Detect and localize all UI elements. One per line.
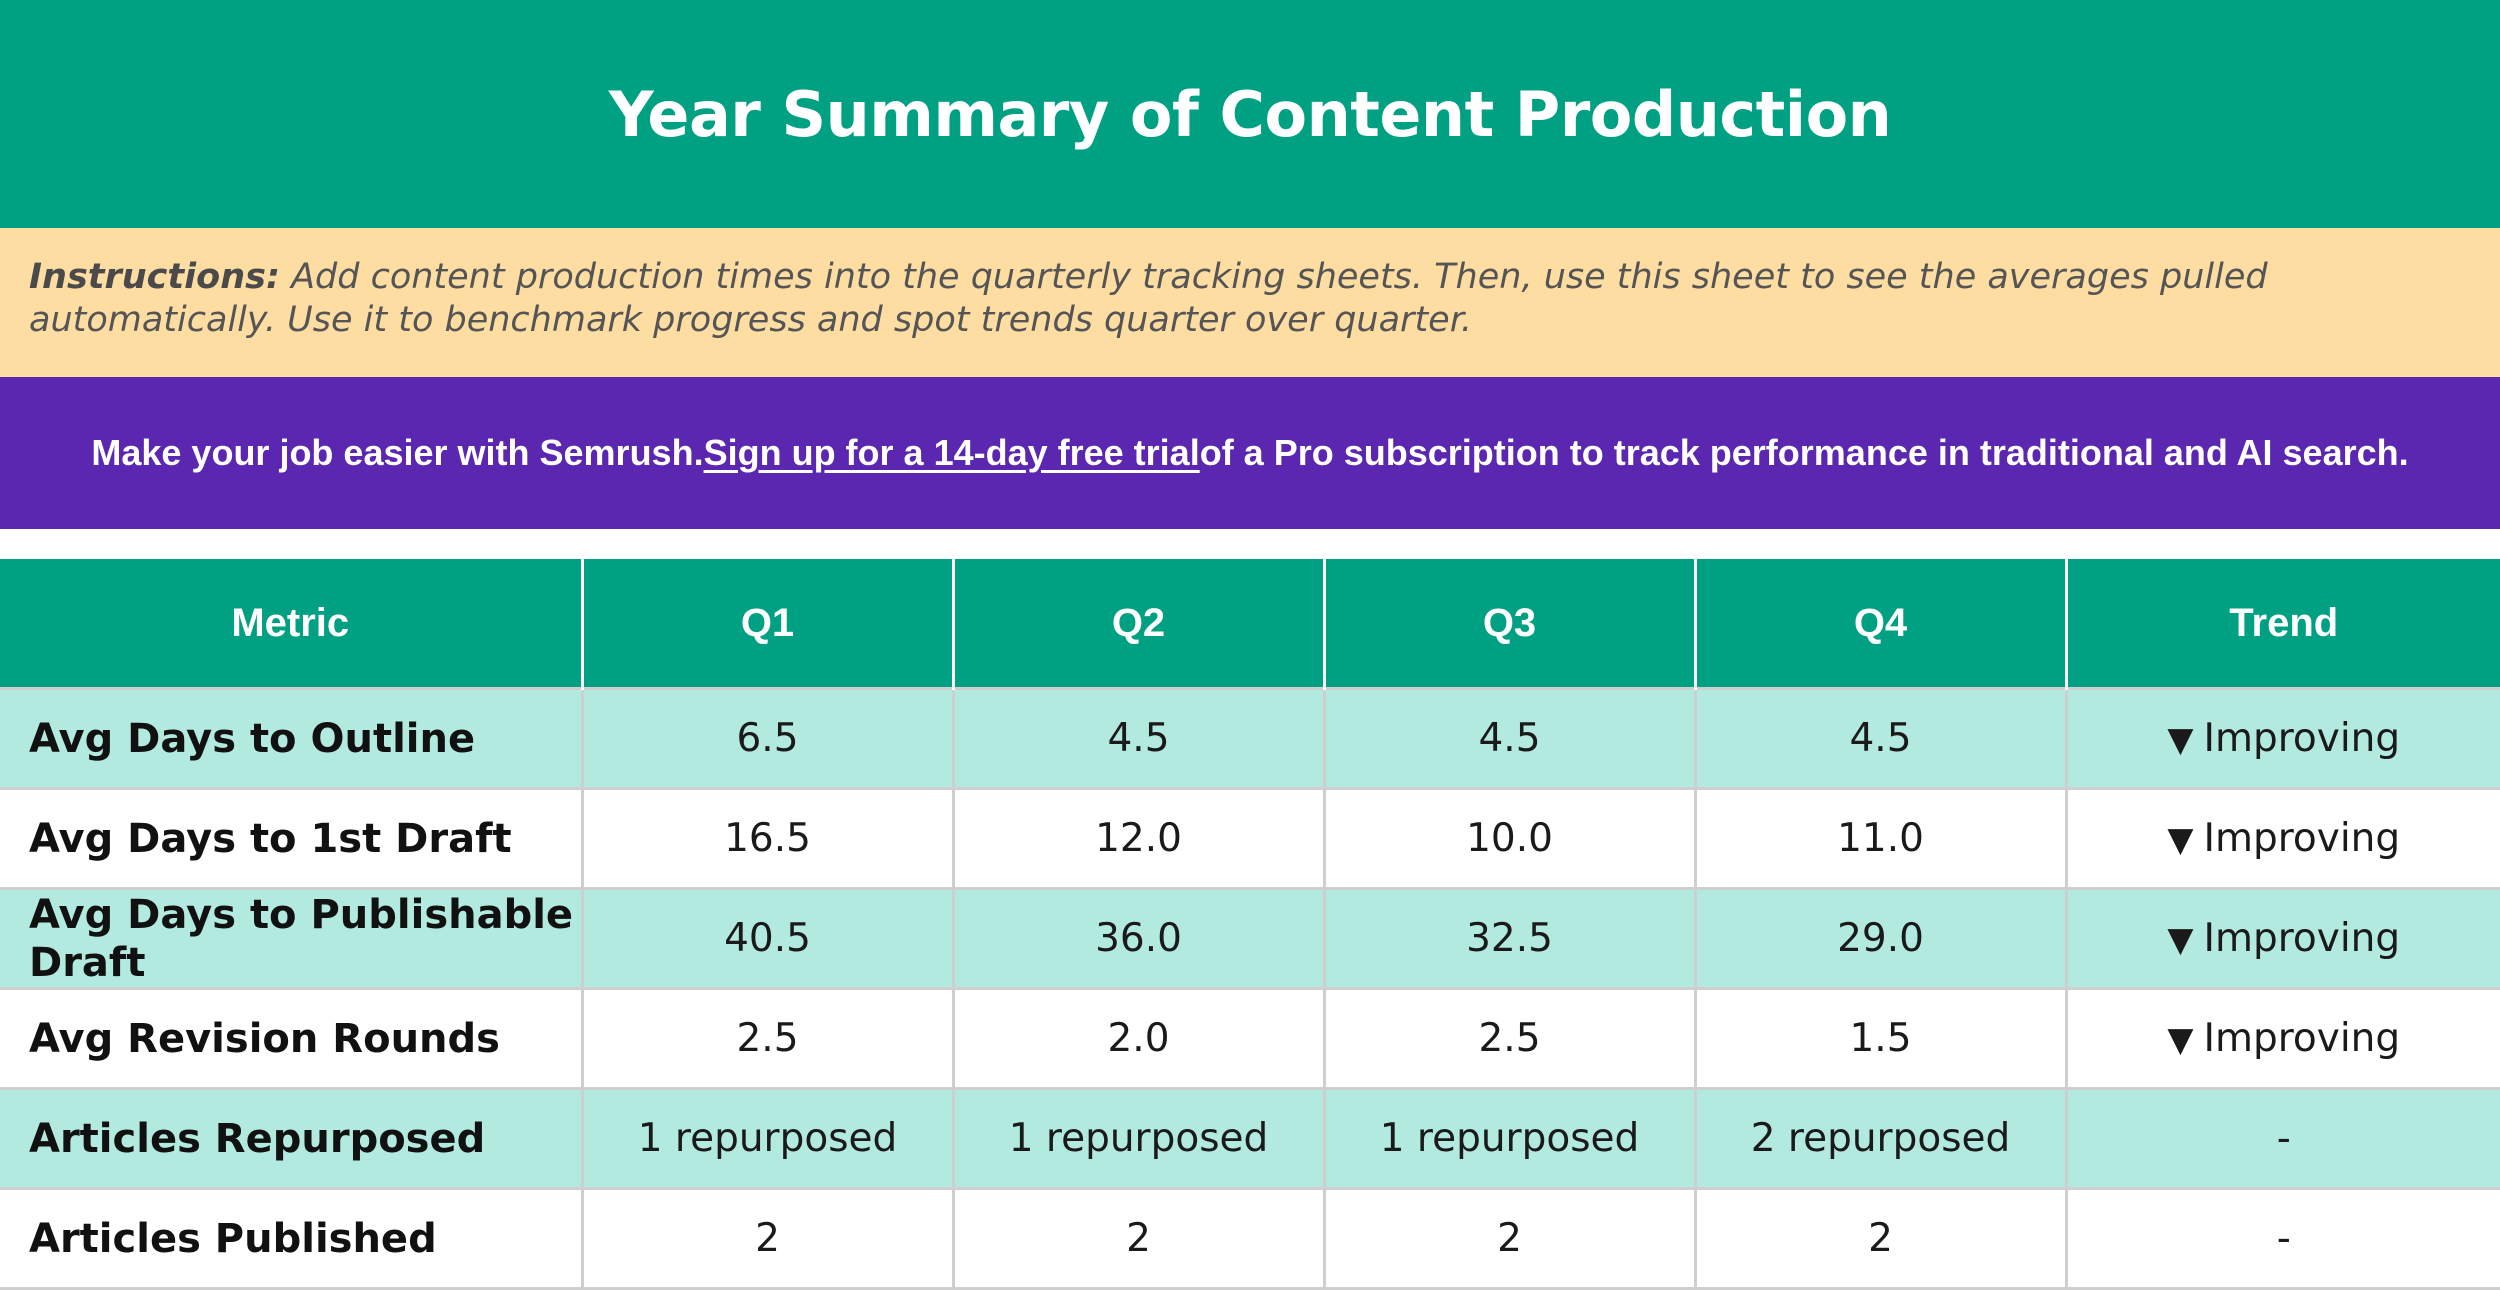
down-triangle-icon: ▼ — [2167, 720, 2194, 760]
q3-cell: 2.5 — [1322, 987, 1697, 1090]
q4-cell: 4.5 — [1693, 687, 2068, 790]
table-row: Articles Repurposed 1 repurposed 1 repur… — [0, 1087, 2500, 1190]
q1-cell: 40.5 — [580, 887, 955, 990]
trend-label: Improving — [2203, 716, 2401, 761]
header-q3: Q3 — [1322, 559, 1697, 689]
header-q1: Q1 — [580, 559, 955, 689]
instructions-lead: Instructions: — [29, 257, 280, 297]
metric-cell: Avg Days to Outline — [0, 687, 584, 790]
summary-table: Metric Q1 Q2 Q3 Q4 Trend Avg Days to Out… — [0, 559, 2500, 1290]
q4-cell: 11.0 — [1693, 787, 2068, 890]
trend-cell: - — [2064, 1187, 2500, 1290]
trend-label: - — [2276, 1116, 2291, 1161]
metric-cell: Articles Published — [0, 1187, 584, 1290]
q1-cell: 1 repurposed — [580, 1087, 955, 1190]
metric-cell: Avg Days to Publishable Draft — [0, 887, 584, 990]
header-trend: Trend — [2064, 559, 2500, 689]
q2-cell: 36.0 — [951, 887, 1326, 990]
header-metric: Metric — [0, 559, 584, 689]
trend-cell: ▼ Improving — [2064, 887, 2500, 990]
trend-label: - — [2276, 1216, 2291, 1261]
instructions-banner: Instructions: Add content production tim… — [0, 228, 2500, 377]
trend-label: Improving — [2203, 816, 2401, 861]
metric-cell: Avg Revision Rounds — [0, 987, 584, 1090]
q1-cell: 2 — [580, 1187, 955, 1290]
page-title: Year Summary of Content Production — [608, 77, 1892, 151]
q4-cell: 2 — [1693, 1187, 2068, 1290]
q2-cell: 2.0 — [951, 987, 1326, 1090]
table-row: Avg Days to Outline 6.5 4.5 4.5 4.5 ▼ Imp… — [0, 687, 2500, 790]
trend-cell: - — [2064, 1087, 2500, 1190]
table-row: Avg Days to 1st Draft 16.5 12.0 10.0 11.… — [0, 787, 2500, 890]
table-row: Articles Published 2 2 2 2 - — [0, 1187, 2500, 1290]
promo-text-before: Make your job easier with Semrush. — [91, 432, 704, 473]
trend-label: Improving — [2203, 916, 2401, 961]
free-trial-link[interactable]: Sign up for a 14-day free trial — [703, 432, 1200, 473]
q2-cell: 4.5 — [951, 687, 1326, 790]
header-q4: Q4 — [1693, 559, 2068, 689]
q3-cell: 2 — [1322, 1187, 1697, 1290]
header-q2: Q2 — [951, 559, 1326, 689]
q3-cell: 4.5 — [1322, 687, 1697, 790]
q4-cell: 29.0 — [1693, 887, 2068, 990]
q4-cell: 1.5 — [1693, 987, 2068, 1090]
promo-banner: Make your job easier with Semrush. Sign … — [0, 377, 2500, 529]
trend-label: Improving — [2203, 1016, 2401, 1061]
table-row: Avg Days to Publishable Draft 40.5 36.0 … — [0, 887, 2500, 990]
down-triangle-icon: ▼ — [2167, 820, 2194, 860]
q4-cell: 2 repurposed — [1693, 1087, 2068, 1190]
q1-cell: 2.5 — [580, 987, 955, 1090]
down-triangle-icon: ▼ — [2167, 920, 2194, 960]
trend-cell: ▼ Improving — [2064, 987, 2500, 1090]
q2-cell: 12.0 — [951, 787, 1326, 890]
trend-cell: ▼ Improving — [2064, 787, 2500, 890]
q1-cell: 16.5 — [580, 787, 955, 890]
q3-cell: 10.0 — [1322, 787, 1697, 890]
q3-cell: 32.5 — [1322, 887, 1697, 990]
table-header-row: Metric Q1 Q2 Q3 Q4 Trend — [0, 559, 2500, 689]
instructions-text: Add content production times into the qu… — [29, 257, 2268, 340]
promo-text-after: of a Pro subscription to track performan… — [1199, 432, 2409, 473]
q2-cell: 1 repurposed — [951, 1087, 1326, 1190]
q1-cell: 6.5 — [580, 687, 955, 790]
table-row: Avg Revision Rounds 2.5 2.0 2.5 1.5 ▼ Imp… — [0, 987, 2500, 1090]
metric-cell: Avg Days to 1st Draft — [0, 787, 584, 890]
q3-cell: 1 repurposed — [1322, 1087, 1697, 1190]
metric-cell: Articles Repurposed — [0, 1087, 584, 1190]
q2-cell: 2 — [951, 1187, 1326, 1290]
title-bar: Year Summary of Content Production — [0, 0, 2500, 228]
down-triangle-icon: ▼ — [2167, 1020, 2194, 1060]
trend-cell: ▼ Improving — [2064, 687, 2500, 790]
